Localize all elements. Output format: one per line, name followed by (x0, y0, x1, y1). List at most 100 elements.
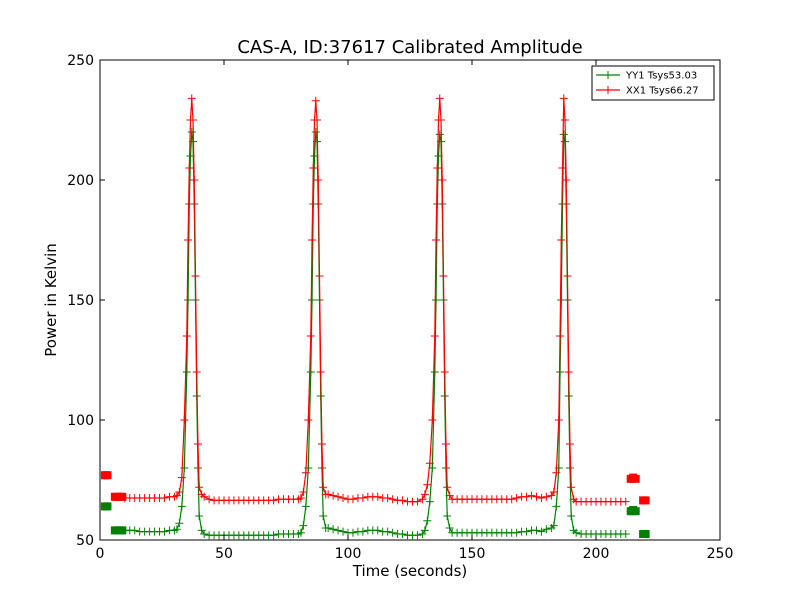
x-tick-label: 250 (707, 546, 734, 562)
data-point (316, 368, 325, 376)
data-point (313, 116, 321, 124)
x-tick-label: 150 (459, 546, 486, 562)
series-2 (100, 94, 650, 506)
data-point (309, 164, 318, 172)
data-point (324, 490, 333, 499)
data-point (420, 526, 429, 535)
data-point (358, 527, 367, 536)
data-point (512, 494, 521, 502)
data-point (319, 483, 328, 492)
data-point (537, 494, 546, 502)
data-point (205, 495, 214, 504)
data-point (443, 483, 452, 492)
data-point (184, 236, 193, 244)
data-point (432, 236, 441, 244)
x-axis-label: Time (seconds) (352, 562, 468, 580)
data-point-square (631, 474, 640, 483)
data-point (537, 527, 546, 536)
data-point (554, 416, 563, 424)
data-point (430, 368, 439, 376)
data-point (175, 488, 184, 496)
data-point (192, 368, 201, 376)
data-point (512, 528, 521, 537)
legend-label: XX1 Tsys66.27 (626, 86, 699, 97)
data-point (522, 527, 531, 536)
data-point (507, 495, 516, 504)
data-point (423, 480, 432, 489)
data-point (308, 296, 317, 304)
data-point (428, 416, 437, 424)
data-point (319, 512, 328, 520)
data-point-square (641, 530, 650, 538)
data-point (430, 332, 439, 340)
data-point (567, 483, 576, 492)
data-point (304, 416, 313, 424)
data-point (556, 332, 565, 340)
data-point (348, 528, 357, 537)
y-tick-label: 50 (76, 533, 94, 549)
y-axis-label: Power in Kelvin (42, 243, 60, 357)
data-point (317, 440, 326, 448)
data-point (621, 497, 630, 506)
data-point (329, 525, 338, 534)
y-tick-label: 250 (67, 53, 94, 69)
data-point (561, 116, 569, 124)
data-point (433, 164, 442, 172)
data-point (193, 440, 202, 448)
data-point (572, 528, 581, 537)
data-point (443, 512, 452, 520)
y-tick-label: 100 (67, 413, 94, 429)
data-point (339, 494, 348, 502)
data-point (413, 497, 422, 506)
data-point (334, 526, 343, 535)
data-point (435, 130, 444, 139)
data-point (180, 416, 189, 424)
data-point (388, 495, 397, 504)
data-point (564, 368, 573, 376)
data-point (299, 488, 308, 496)
data-point (420, 490, 429, 499)
data-point (190, 176, 199, 184)
data-point (269, 496, 278, 505)
data-point (542, 492, 551, 501)
data-point (441, 440, 450, 448)
legend-label: YY1 Tsys53.03 (625, 71, 697, 82)
data-point (558, 164, 567, 172)
data-point (542, 525, 551, 534)
data-point (437, 116, 445, 124)
data-point (195, 483, 204, 492)
data-point (311, 128, 320, 136)
data-point (445, 524, 454, 532)
x-tick-label: 200 (583, 546, 610, 562)
data-point (527, 491, 536, 500)
data-point (175, 519, 184, 528)
data-point (160, 527, 169, 536)
x-tick-label: 100 (335, 546, 362, 562)
data-point (373, 526, 382, 535)
data-point (315, 272, 324, 280)
data-point (301, 502, 310, 511)
data-point (435, 94, 444, 103)
data-point (413, 531, 422, 540)
data-point (311, 96, 320, 105)
data-point (432, 296, 441, 304)
data-point (296, 528, 305, 537)
plot-area (100, 60, 720, 540)
data-point (563, 272, 572, 280)
data-point (383, 527, 392, 536)
data-point (329, 491, 338, 500)
data-point (373, 492, 382, 501)
data-point (301, 468, 310, 477)
data-point (187, 128, 196, 136)
data-point (621, 530, 630, 538)
data-point (191, 272, 200, 280)
data-point-square (103, 471, 112, 480)
data-point (306, 332, 315, 340)
data-point (189, 116, 197, 124)
data-point (177, 502, 186, 511)
data-point (552, 468, 561, 477)
data-point (418, 495, 427, 504)
data-point (195, 512, 204, 520)
data-point (398, 530, 407, 538)
